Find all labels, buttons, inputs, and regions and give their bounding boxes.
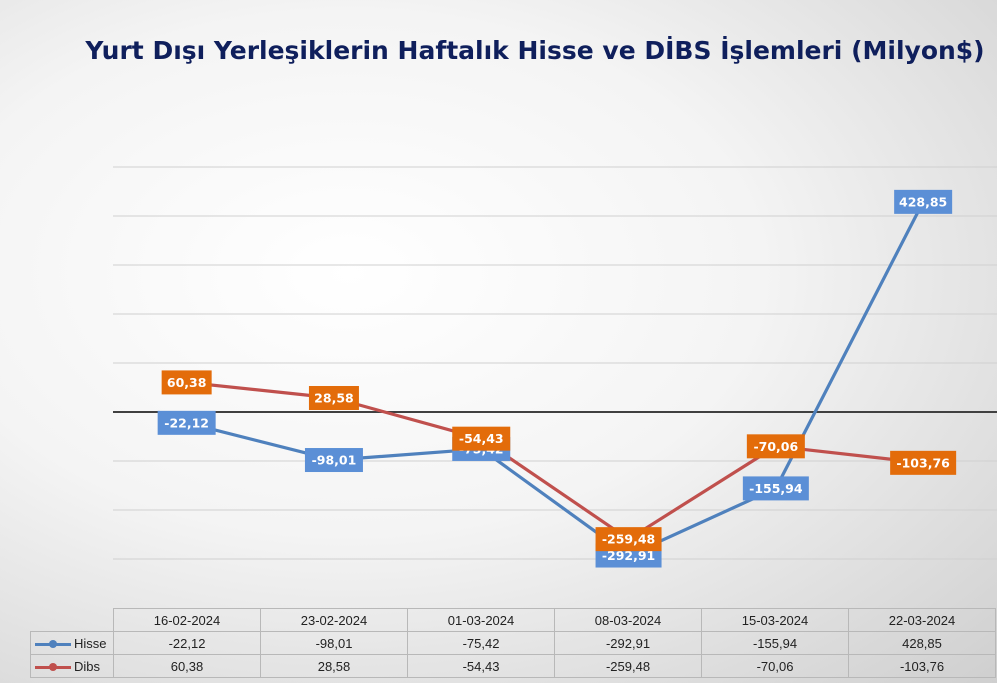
data-label-text: -259,48: [602, 532, 655, 547]
table-cell: -75,42: [407, 631, 555, 655]
data-label-box: [890, 450, 957, 475]
legend-key-hisse: [35, 640, 71, 649]
table-cell: -22,12: [113, 631, 261, 655]
row-legend-hisse: Hisse: [30, 631, 114, 655]
table-cell: 428,85: [848, 631, 996, 655]
data-label-text: -22,12: [164, 415, 209, 430]
chart-title: Yurt Dışı Yerleşiklerin Haftalık Hisse v…: [85, 36, 985, 65]
data-label-box: [595, 527, 662, 552]
data-label-text: 28,58: [314, 390, 354, 405]
data-label-dibs: -54,43: [452, 426, 511, 451]
data-label-box: [894, 189, 953, 214]
series-lines: [186, 201, 925, 558]
table-header-row: 16-02-2024 23-02-2024 01-03-2024 08-03-2024…: [31, 608, 996, 632]
data-label-box: [746, 434, 805, 459]
data-label-dibs: 28,58: [308, 385, 359, 410]
category-header: 15-03-2024: [701, 608, 849, 632]
table-cell: -54,43: [407, 654, 555, 678]
line-chart: -22,12-98,01-75,42-292,91-155,94428,8560…: [113, 166, 997, 568]
table-cell: -259,48: [554, 654, 702, 678]
data-label-box: [452, 426, 511, 451]
data-label-box: [157, 410, 216, 435]
data-label-hisse: 428,85: [894, 189, 953, 214]
data-table: 16-02-2024 23-02-2024 01-03-2024 08-03-2024…: [30, 608, 996, 678]
table-cell: 60,38: [113, 654, 261, 678]
data-label-text: -103,76: [896, 455, 950, 470]
table-row-hisse: Hisse -22,12 -98,01 -75,42 -292,91 -155,94 42…: [30, 631, 996, 655]
data-label-box: [161, 370, 212, 395]
gridlines: [113, 166, 997, 560]
category-header: 01-03-2024: [407, 608, 555, 632]
category-header: 23-02-2024: [260, 608, 408, 632]
data-label-box: [742, 476, 809, 501]
table-cell: -98,01: [260, 631, 408, 655]
table-row-dibs: Dibs 60,38 28,58 -54,43 -259,48 -70,06 -103,7…: [30, 654, 996, 678]
data-label-dibs: -70,06: [746, 434, 805, 459]
category-header: 08-03-2024: [554, 608, 702, 632]
table-cell: -70,06: [701, 654, 849, 678]
data-label-hisse: -98,01: [304, 448, 363, 473]
data-label-text: -54,43: [459, 431, 504, 446]
category-header: 22-03-2024: [848, 608, 996, 632]
data-label-text: -98,01: [312, 453, 357, 468]
data-label-dibs: -103,76: [890, 450, 957, 475]
category-header: 16-02-2024: [113, 608, 261, 632]
table-cell: 28,58: [260, 654, 408, 678]
row-legend-dibs: Dibs: [30, 654, 114, 678]
data-label-text: -292,91: [602, 548, 655, 563]
data-label-hisse: -155,94: [742, 476, 809, 501]
table-cell: -292,91: [554, 631, 702, 655]
legend-key-dibs: [35, 663, 71, 672]
data-labels: -22,12-98,01-75,42-292,91-155,94428,8560…: [157, 189, 957, 568]
data-label-hisse: -22,12: [157, 410, 216, 435]
table-cell: -103,76: [848, 654, 996, 678]
data-label-box: [304, 448, 363, 473]
data-label-box: [308, 385, 359, 410]
data-label-text: 60,38: [167, 375, 207, 390]
data-label-dibs: 60,38: [161, 370, 212, 395]
series-line-hisse: [186, 201, 925, 558]
table-cell: -155,94: [701, 631, 849, 655]
data-label-text: -155,94: [749, 481, 803, 496]
data-label-text: 428,85: [899, 194, 947, 209]
data-label-text: -70,06: [753, 439, 798, 454]
data-label-dibs: -259,48: [595, 527, 662, 552]
